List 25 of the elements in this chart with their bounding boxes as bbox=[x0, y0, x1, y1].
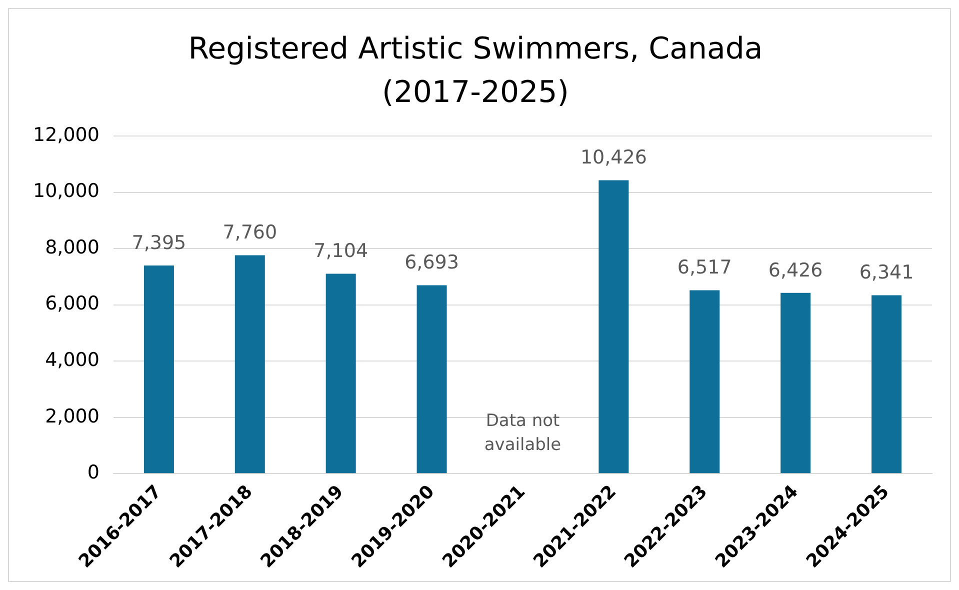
bar bbox=[144, 266, 174, 474]
y-tick-label: 2,000 bbox=[45, 405, 100, 428]
data-label: 6,426 bbox=[768, 259, 823, 282]
chart-title: Registered Artistic Swimmers, Canada (2017-2025) bbox=[188, 32, 763, 110]
bar bbox=[416, 285, 447, 474]
data-label: 10,426 bbox=[580, 146, 647, 169]
y-tick-label: 6,000 bbox=[45, 292, 100, 315]
bar bbox=[598, 180, 629, 474]
data-label: 6,517 bbox=[677, 256, 732, 279]
y-tick-label: 4,000 bbox=[45, 349, 100, 371]
data-label: 7,395 bbox=[132, 232, 186, 254]
bar bbox=[780, 292, 811, 474]
bar bbox=[872, 295, 902, 474]
bar bbox=[326, 274, 356, 474]
y-tick-label: 12,000 bbox=[32, 124, 100, 146]
data-label: 6,341 bbox=[859, 262, 914, 284]
annotation: Data not available bbox=[484, 411, 562, 456]
y-tick-label: 10,000 bbox=[32, 180, 100, 202]
data-label: 7,760 bbox=[222, 222, 278, 244]
bar bbox=[690, 290, 720, 474]
y-tick-label: 0 bbox=[87, 462, 100, 484]
y-tick-label: 8,000 bbox=[45, 236, 100, 258]
data-label: 6,693 bbox=[404, 252, 459, 274]
bar bbox=[234, 255, 265, 474]
data-label: 7,104 bbox=[314, 240, 368, 262]
